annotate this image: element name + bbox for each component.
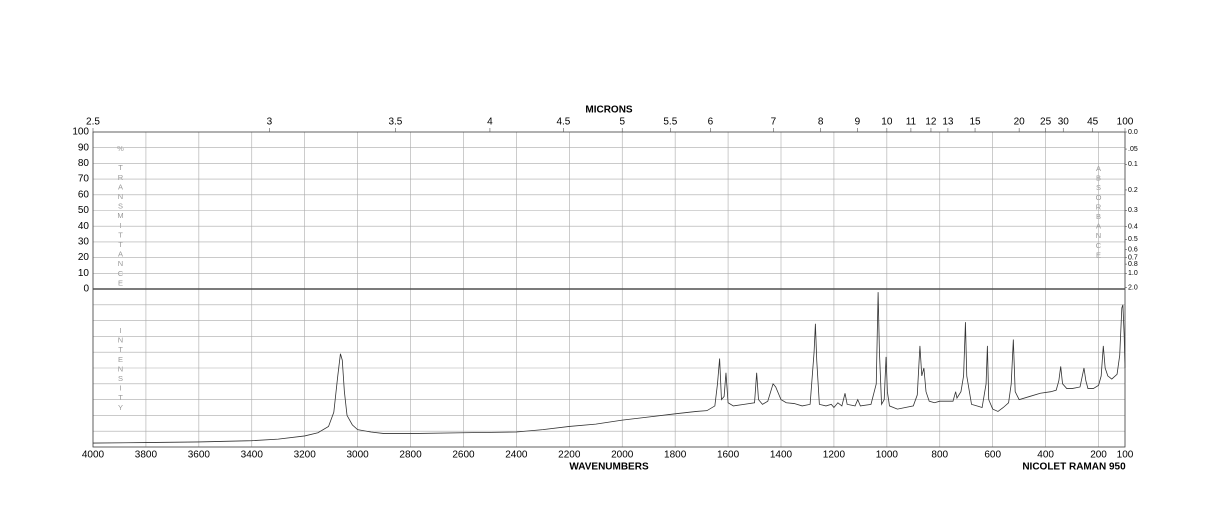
y-tick-label: 30	[78, 237, 90, 248]
y-tick-label: 100	[72, 127, 89, 138]
y2-tick-label: 0.7	[1128, 255, 1138, 262]
x-tick-label: 2800	[399, 450, 422, 461]
x-tick-label: 2400	[505, 450, 528, 461]
y2-tick-label: 2.0	[1128, 284, 1138, 291]
wavenumbers-label: WAVENUMBERS	[569, 462, 649, 473]
y2-tick-label: .05	[1128, 146, 1138, 153]
x2-tick-label: 2.5	[86, 117, 100, 128]
x2-tick-label: 11	[906, 117, 917, 128]
x-tick-label: 800	[931, 450, 948, 461]
y2-tick-label: 1.0	[1128, 270, 1138, 277]
x-tick-label: 600	[984, 450, 1001, 461]
x2-tick-label: 13	[942, 117, 954, 128]
y2-tick-label: 0.5	[1128, 236, 1138, 243]
microns-label: MICRONS	[585, 105, 633, 116]
y2-tick-label: 0.0	[1128, 129, 1138, 136]
x-tick-label: 1400	[770, 450, 793, 461]
x2-tick-label: 12	[925, 117, 937, 128]
x-tick-label: 200	[1090, 450, 1107, 461]
intensity-label: INTENSITY	[116, 326, 125, 412]
x-tick-label: 1200	[823, 450, 846, 461]
y2-tick-label: 0.2	[1128, 187, 1138, 194]
x-tick-label: 100	[1117, 450, 1134, 461]
x-tick-label: 3400	[241, 450, 264, 461]
x-tick-label: 2200	[558, 450, 581, 461]
x2-tick-label: 100	[1117, 117, 1134, 128]
y-tick-label: 0	[83, 284, 89, 295]
x2-tick-label: 30	[1058, 117, 1070, 128]
x2-tick-label: 5.5	[663, 117, 677, 128]
x2-tick-label: 4	[487, 117, 493, 128]
y2-tick-label: 0.6	[1128, 246, 1138, 253]
x2-tick-label: 3.5	[388, 117, 402, 128]
x2-tick-label: 6	[708, 117, 714, 128]
x2-tick-label: 7	[771, 117, 777, 128]
y2-tick-label: 0.1	[1128, 161, 1138, 168]
y-tick-label: 90	[78, 142, 90, 153]
x2-tick-label: 5	[619, 117, 625, 128]
x-tick-label: 3200	[294, 450, 317, 461]
x-tick-label: 1000	[876, 450, 899, 461]
transmittance-label: % TRANSMITTANCE	[116, 144, 125, 288]
x2-tick-label: 3	[267, 117, 273, 128]
x2-tick-label: 25	[1040, 117, 1052, 128]
spectrum-line	[92, 292, 1126, 444]
y-tick-label: 60	[78, 189, 90, 200]
y2-tick-label: 0.4	[1128, 223, 1138, 230]
x-tick-label: 3000	[346, 450, 369, 461]
y2-tick-label: 0.8	[1128, 261, 1138, 268]
x-tick-label: 1800	[664, 450, 687, 461]
y-tick-label: 10	[78, 268, 90, 279]
y-tick-label: 70	[78, 174, 90, 185]
x2-tick-label: 9	[855, 117, 861, 128]
x-tick-label: 4000	[82, 450, 105, 461]
y-tick-label: 20	[78, 252, 90, 263]
x2-tick-label: 45	[1087, 117, 1099, 128]
x-tick-label: 1600	[717, 450, 740, 461]
x2-tick-label: 10	[881, 117, 893, 128]
x2-tick-label: 15	[969, 117, 981, 128]
x-tick-label: 3600	[188, 450, 211, 461]
x-tick-label: 3800	[135, 450, 158, 461]
y2-tick-label: 0.3	[1128, 207, 1138, 214]
x2-tick-label: 20	[1014, 117, 1026, 128]
x-tick-label: 2000	[611, 450, 634, 461]
y-tick-label: 80	[78, 158, 90, 169]
x2-tick-label: 4.5	[556, 117, 570, 128]
x-tick-label: 400	[1037, 450, 1054, 461]
plot-frame	[92, 131, 1126, 448]
x2-tick-label: 8	[818, 117, 824, 128]
y-tick-label: 40	[78, 221, 90, 232]
x-tick-label: 2600	[452, 450, 475, 461]
y-tick-label: 50	[78, 205, 90, 216]
instrument-label: NICOLET RAMAN 950	[1022, 462, 1126, 473]
